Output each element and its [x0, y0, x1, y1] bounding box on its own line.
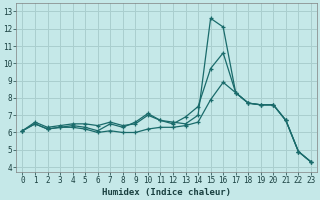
X-axis label: Humidex (Indice chaleur): Humidex (Indice chaleur): [102, 188, 231, 197]
